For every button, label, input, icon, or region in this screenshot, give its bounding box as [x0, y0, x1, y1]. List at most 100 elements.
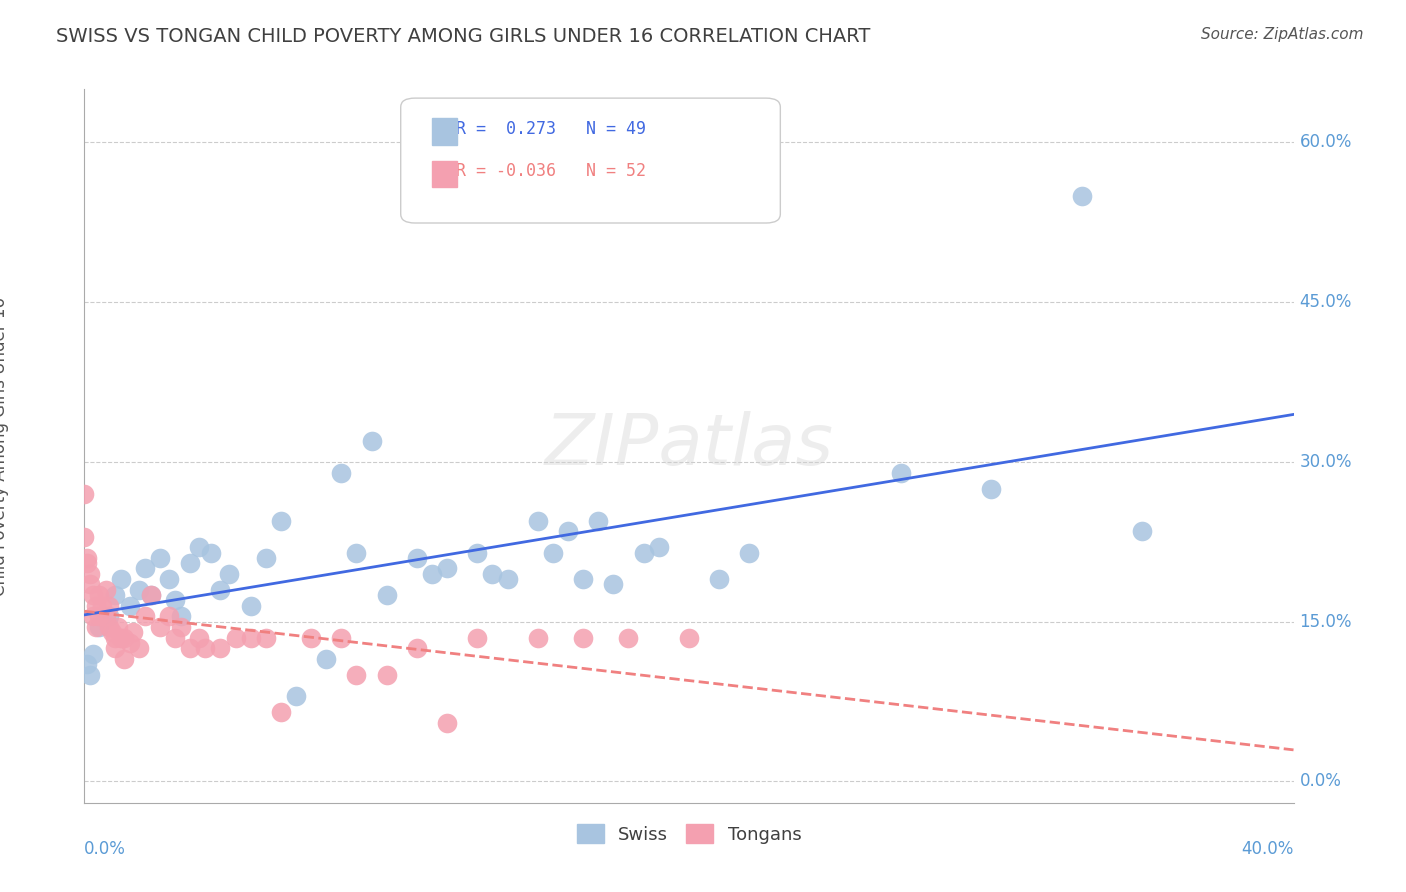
- Point: [270, 514, 292, 528]
- Point: [97, 609, 120, 624]
- Point: [134, 561, 156, 575]
- Point: [121, 625, 143, 640]
- Point: [104, 588, 127, 602]
- Point: [79, 577, 101, 591]
- Point: [436, 715, 458, 730]
- Point: [375, 668, 398, 682]
- Point: [980, 482, 1002, 496]
- Point: [436, 561, 458, 575]
- Point: [97, 620, 120, 634]
- Point: [330, 466, 353, 480]
- Point: [170, 620, 193, 634]
- Point: [100, 625, 122, 640]
- Point: [194, 641, 217, 656]
- Point: [110, 572, 132, 586]
- Point: [89, 620, 111, 634]
- Point: [467, 631, 489, 645]
- Point: [346, 668, 368, 682]
- Point: [239, 599, 262, 613]
- Point: [91, 599, 114, 613]
- Text: 60.0%: 60.0%: [1299, 134, 1353, 152]
- Point: [209, 582, 232, 597]
- Point: [179, 556, 201, 570]
- Point: [112, 631, 135, 645]
- Point: [128, 641, 150, 656]
- Point: [330, 631, 353, 645]
- Point: [225, 631, 247, 645]
- Point: [86, 599, 108, 613]
- Point: [709, 572, 731, 586]
- Point: [128, 582, 150, 597]
- Point: [94, 609, 117, 624]
- Text: ZIPatlas: ZIPatlas: [544, 411, 834, 481]
- Point: [633, 545, 655, 559]
- Text: R =  0.273   N = 49: R = 0.273 N = 49: [436, 120, 645, 138]
- Point: [588, 514, 610, 528]
- Text: SWISS VS TONGAN CHILD POVERTY AMONG GIRLS UNDER 16 CORRELATION CHART: SWISS VS TONGAN CHILD POVERTY AMONG GIRL…: [56, 27, 870, 45]
- Point: [76, 550, 98, 565]
- Point: [406, 550, 429, 565]
- Point: [678, 631, 700, 645]
- Point: [107, 620, 129, 634]
- Point: [97, 599, 120, 613]
- Point: [188, 540, 211, 554]
- Point: [1071, 188, 1094, 202]
- Point: [496, 572, 519, 586]
- Text: 0.0%: 0.0%: [1299, 772, 1341, 790]
- Legend: Swiss, Tongans: Swiss, Tongans: [569, 817, 808, 851]
- Point: [82, 588, 104, 602]
- Point: [648, 540, 671, 554]
- Text: Source: ZipAtlas.com: Source: ZipAtlas.com: [1201, 27, 1364, 42]
- Point: [79, 668, 101, 682]
- Point: [165, 593, 187, 607]
- Point: [375, 588, 398, 602]
- Point: [170, 609, 193, 624]
- Text: 0.0%: 0.0%: [84, 840, 127, 858]
- Point: [157, 572, 180, 586]
- Point: [541, 545, 564, 559]
- Point: [467, 545, 489, 559]
- Text: 45.0%: 45.0%: [1299, 293, 1353, 311]
- Point: [602, 577, 624, 591]
- Point: [89, 609, 111, 624]
- Point: [165, 631, 187, 645]
- Point: [139, 588, 162, 602]
- Point: [481, 566, 503, 581]
- Text: Child Poverty Among Girls Under 16: Child Poverty Among Girls Under 16: [0, 296, 8, 596]
- Point: [254, 631, 277, 645]
- Point: [94, 582, 117, 597]
- Point: [76, 556, 98, 570]
- Point: [79, 566, 101, 581]
- Point: [139, 588, 162, 602]
- Point: [73, 487, 96, 501]
- Point: [890, 466, 912, 480]
- Point: [110, 631, 132, 645]
- Point: [200, 545, 222, 559]
- Point: [572, 631, 595, 645]
- Point: [149, 620, 172, 634]
- Point: [527, 514, 550, 528]
- Point: [254, 550, 277, 565]
- Point: [86, 620, 108, 634]
- Point: [218, 566, 240, 581]
- Point: [118, 636, 141, 650]
- Point: [406, 641, 429, 656]
- Point: [572, 572, 595, 586]
- Text: R = -0.036   N = 52: R = -0.036 N = 52: [436, 162, 645, 180]
- Point: [346, 545, 368, 559]
- Point: [89, 588, 111, 602]
- Point: [82, 647, 104, 661]
- Point: [179, 641, 201, 656]
- Point: [104, 641, 127, 656]
- Point: [188, 631, 211, 645]
- Point: [315, 652, 337, 666]
- Point: [557, 524, 579, 539]
- Point: [738, 545, 761, 559]
- Point: [360, 434, 382, 448]
- Point: [73, 529, 96, 543]
- Point: [239, 631, 262, 645]
- Point: [270, 706, 292, 720]
- Point: [299, 631, 322, 645]
- Point: [1130, 524, 1153, 539]
- Point: [76, 657, 98, 672]
